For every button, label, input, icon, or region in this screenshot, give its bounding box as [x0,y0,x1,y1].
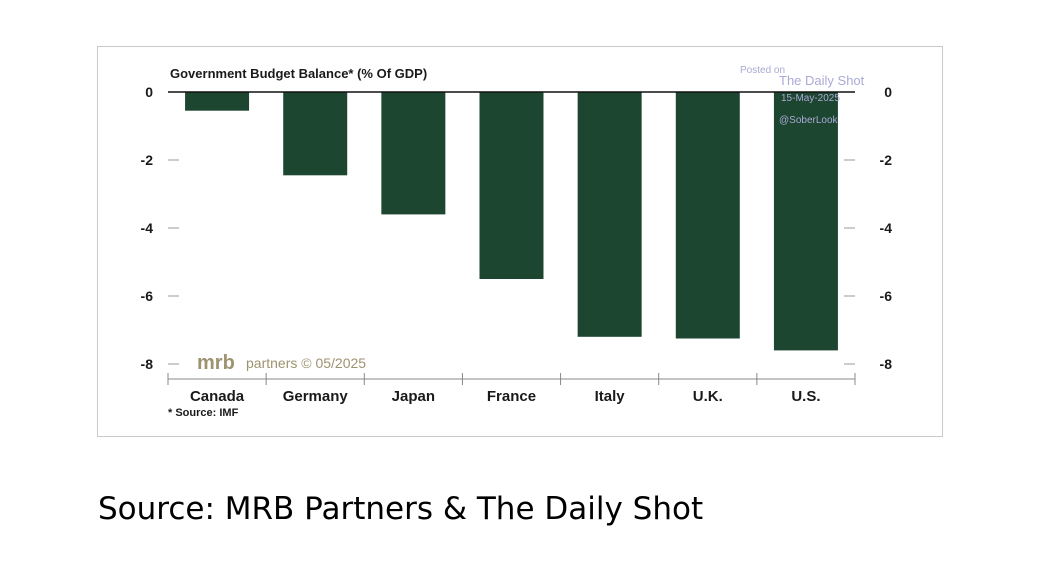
brand-mrb: mrb [197,352,235,374]
x-tick-label: U.K. [693,388,723,405]
brand-partners-date: partners © 05/2025 [246,355,366,371]
y-tick-label-right: 0 [884,84,892,100]
bar [675,92,740,339]
x-tick-label: Germany [283,388,349,405]
category-labels: Canada Germany Japan France Italy U.K. U.S. [190,388,821,405]
mrb-partners-logo: mrb partners © 05/2025 [197,352,366,374]
bar [577,92,642,337]
y-tick-label-left: -8 [141,356,154,372]
footnote: * Source: IMF [168,407,239,419]
y-tick-label-left: -4 [141,220,154,236]
y-tick-label-left: 0 [145,84,153,100]
bar [381,92,446,215]
bars [185,92,838,351]
x-tick-label: Canada [190,388,245,405]
x-tick-label: Japan [392,388,435,405]
y-tick-label-left: -2 [141,152,154,168]
x-tick-label: Italy [595,388,626,405]
x-tick-label: U.S. [791,388,820,405]
bar [283,92,348,176]
y-tick-label-left: -6 [141,288,154,304]
chart-title: Government Budget Balance* (% Of GDP) [170,66,427,81]
page-source: Source: MRB Partners & The Daily Shot [98,491,704,527]
y-tick-label-right: -6 [880,288,893,304]
bar [479,92,544,279]
y-axis-left: 0 -2 -4 -6 -8 [141,84,179,372]
y-axis-right: 0 -2 -4 -6 -8 [844,84,892,372]
watermark-the-daily-shot: The Daily Shot [779,73,865,88]
watermark-date: 15-May-2025 [781,93,840,104]
chart-frame: Government Budget Balance* (% Of GDP) 0 -… [97,46,943,437]
x-axis [167,373,856,385]
watermark-posted-on: Posted on [740,65,785,76]
y-tick-label-right: -4 [880,220,893,236]
daily-shot-watermark: Posted on The Daily Shot 15-May-2025 @So… [740,65,865,126]
bar [185,92,250,111]
watermark-handle: @SoberLook [779,115,839,126]
bar [773,92,838,351]
bar-chart: Government Budget Balance* (% Of GDP) 0 -… [141,65,893,419]
y-tick-label-right: -8 [880,356,893,372]
y-tick-label-right: -2 [880,152,893,168]
x-tick-label: France [487,388,536,405]
